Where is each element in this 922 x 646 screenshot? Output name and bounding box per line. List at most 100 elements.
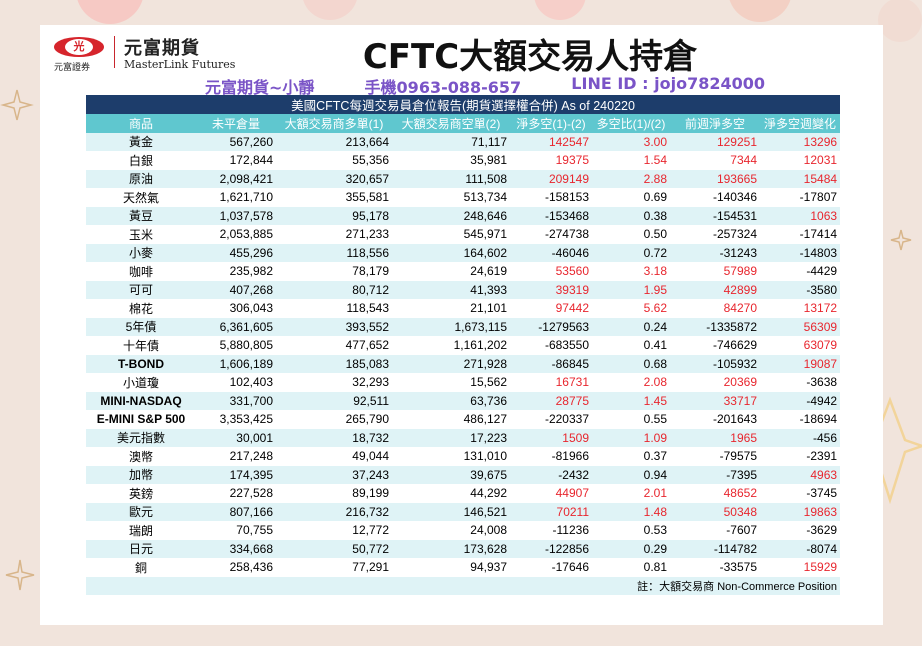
long-cell: 50,772 xyxy=(276,539,392,558)
long-short-ratio-cell: 0.50 xyxy=(592,225,670,244)
net-position-cell: -158153 xyxy=(510,188,592,207)
prev-net-cell: 50348 xyxy=(670,502,760,521)
weekly-change-cell: -17414 xyxy=(760,225,841,244)
long-cell: 216,732 xyxy=(276,502,392,521)
net-position-cell: 44907 xyxy=(510,484,592,503)
long-short-ratio-cell: 0.72 xyxy=(592,243,670,262)
open-interest-cell: 1,606,189 xyxy=(196,354,276,373)
net-position-cell: -11236 xyxy=(510,521,592,540)
table-row: 玉米 2,053,885 271,233 545,971 -274738 0.50 -257… xyxy=(86,225,841,244)
long-short-ratio-cell: 0.37 xyxy=(592,447,670,466)
long-cell: 265,790 xyxy=(276,410,392,429)
weekly-change-cell: 56309 xyxy=(760,317,841,336)
net-position-cell: 16731 xyxy=(510,373,592,392)
product-cell: 原油 xyxy=(86,169,196,188)
long-cell: 271,233 xyxy=(276,225,392,244)
long-cell: 55,356 xyxy=(276,151,392,170)
contact-phone: 手機0963-088-657 xyxy=(364,78,522,97)
short-cell: 173,628 xyxy=(392,539,510,558)
open-interest-cell: 217,248 xyxy=(196,447,276,466)
short-cell: 1,673,115 xyxy=(392,317,510,336)
net-position-cell: -274738 xyxy=(510,225,592,244)
table-header-row: 商品 未平倉量 大額交易商多單(1) 大額交易商空單(2) 淨多空(1)-(2) 多空比(… xyxy=(86,114,841,133)
table-row: 美元指數 30,001 18,732 17,223 1509 1.09 1965 -456 xyxy=(86,428,841,447)
table-row: 5年債 6,361,605 393,552 1,673,115 -1279563 0.24… xyxy=(86,317,841,336)
prev-net-cell: 7344 xyxy=(670,151,760,170)
open-interest-cell: 807,166 xyxy=(196,502,276,521)
long-cell: 477,652 xyxy=(276,336,392,355)
table-row: 歐元 807,166 216,732 146,521 70211 1.48 50348 198… xyxy=(86,502,841,521)
weekly-change-cell: 63079 xyxy=(760,336,841,355)
long-cell: 213,664 xyxy=(276,132,392,151)
product-cell: 歐元 xyxy=(86,502,196,521)
long-cell: 37,243 xyxy=(276,465,392,484)
long-short-ratio-cell: 1.48 xyxy=(592,502,670,521)
long-short-ratio-cell: 0.38 xyxy=(592,206,670,225)
net-position-cell: 19375 xyxy=(510,151,592,170)
logo-divider xyxy=(114,36,115,68)
product-cell: 黃豆 xyxy=(86,206,196,225)
weekly-change-cell: -18694 xyxy=(760,410,841,429)
table-row: 小道瓊 102,403 32,293 15,562 16731 2.08 20369 -363… xyxy=(86,373,841,392)
long-cell: 78,179 xyxy=(276,262,392,281)
short-cell: 513,734 xyxy=(392,188,510,207)
weekly-change-cell: -8074 xyxy=(760,539,841,558)
prev-net-cell: 1965 xyxy=(670,428,760,447)
net-position-cell: -46046 xyxy=(510,243,592,262)
product-cell: 小麥 xyxy=(86,243,196,262)
table-caption: 美國CFTC每週交易員倉位報告(期貨選擇權合併) As of 240220 xyxy=(86,95,841,114)
prev-net-cell: 20369 xyxy=(670,373,760,392)
prev-net-cell: -7395 xyxy=(670,465,760,484)
short-cell: 35,981 xyxy=(392,151,510,170)
short-cell: 146,521 xyxy=(392,502,510,521)
net-position-cell: -683550 xyxy=(510,336,592,355)
net-position-cell: -153468 xyxy=(510,206,592,225)
table-row: 黃豆 1,037,578 95,178 248,646 -153468 0.38 -1545… xyxy=(86,206,841,225)
product-cell: 棉花 xyxy=(86,299,196,318)
product-cell: 瑞朗 xyxy=(86,521,196,540)
short-cell: 41,393 xyxy=(392,280,510,299)
table-row: 小麥 455,296 118,556 164,602 -46046 0.72 -31243-… xyxy=(86,243,841,262)
column-header: 多空比(1)/(2) xyxy=(592,114,670,133)
prev-net-cell: -140346 xyxy=(670,188,760,207)
weekly-change-cell: -3745 xyxy=(760,484,841,503)
open-interest-cell: 1,037,578 xyxy=(196,206,276,225)
product-cell: 咖啡 xyxy=(86,262,196,281)
net-position-cell: -1279563 xyxy=(510,317,592,336)
long-short-ratio-cell: 0.69 xyxy=(592,188,670,207)
table-row: 咖啡 235,982 78,179 24,619 53560 3.18 57989 -4429 xyxy=(86,262,841,281)
short-cell: 1,161,202 xyxy=(392,336,510,355)
short-cell: 24,619 xyxy=(392,262,510,281)
column-header: 未平倉量 xyxy=(196,114,276,133)
long-cell: 18,732 xyxy=(276,428,392,447)
long-short-ratio-cell: 0.41 xyxy=(592,336,670,355)
long-short-ratio-cell: 2.88 xyxy=(592,169,670,188)
product-cell: 銅 xyxy=(86,558,196,577)
short-cell: 21,101 xyxy=(392,299,510,318)
long-cell: 32,293 xyxy=(276,373,392,392)
weekly-change-cell: 13172 xyxy=(760,299,841,318)
open-interest-cell: 235,982 xyxy=(196,262,276,281)
product-cell: 玉米 xyxy=(86,225,196,244)
product-cell: 可可 xyxy=(86,280,196,299)
prev-net-cell: -257324 xyxy=(670,225,760,244)
net-position-cell: 70211 xyxy=(510,502,592,521)
product-cell: 日元 xyxy=(86,539,196,558)
prev-net-cell: -114782 xyxy=(670,539,760,558)
net-position-cell: -86845 xyxy=(510,354,592,373)
long-short-ratio-cell: 1.95 xyxy=(592,280,670,299)
masterlink-logo-mark: 光 xyxy=(54,37,104,57)
weekly-change-cell: -3629 xyxy=(760,521,841,540)
table-footnote: 註：大額交易商 Non-Commerce Position xyxy=(86,576,841,595)
weekly-change-cell: 12031 xyxy=(760,151,841,170)
long-short-ratio-cell: 0.24 xyxy=(592,317,670,336)
open-interest-cell: 1,621,710 xyxy=(196,188,276,207)
column-header: 淨多空週變化 xyxy=(760,114,841,133)
weekly-change-cell: 13296 xyxy=(760,132,841,151)
long-short-ratio-cell: 3.18 xyxy=(592,262,670,281)
short-cell: 44,292 xyxy=(392,484,510,503)
prev-net-cell: 84270 xyxy=(670,299,760,318)
net-position-cell: 142547 xyxy=(510,132,592,151)
long-short-ratio-cell: 1.54 xyxy=(592,151,670,170)
product-cell: 澳幣 xyxy=(86,447,196,466)
